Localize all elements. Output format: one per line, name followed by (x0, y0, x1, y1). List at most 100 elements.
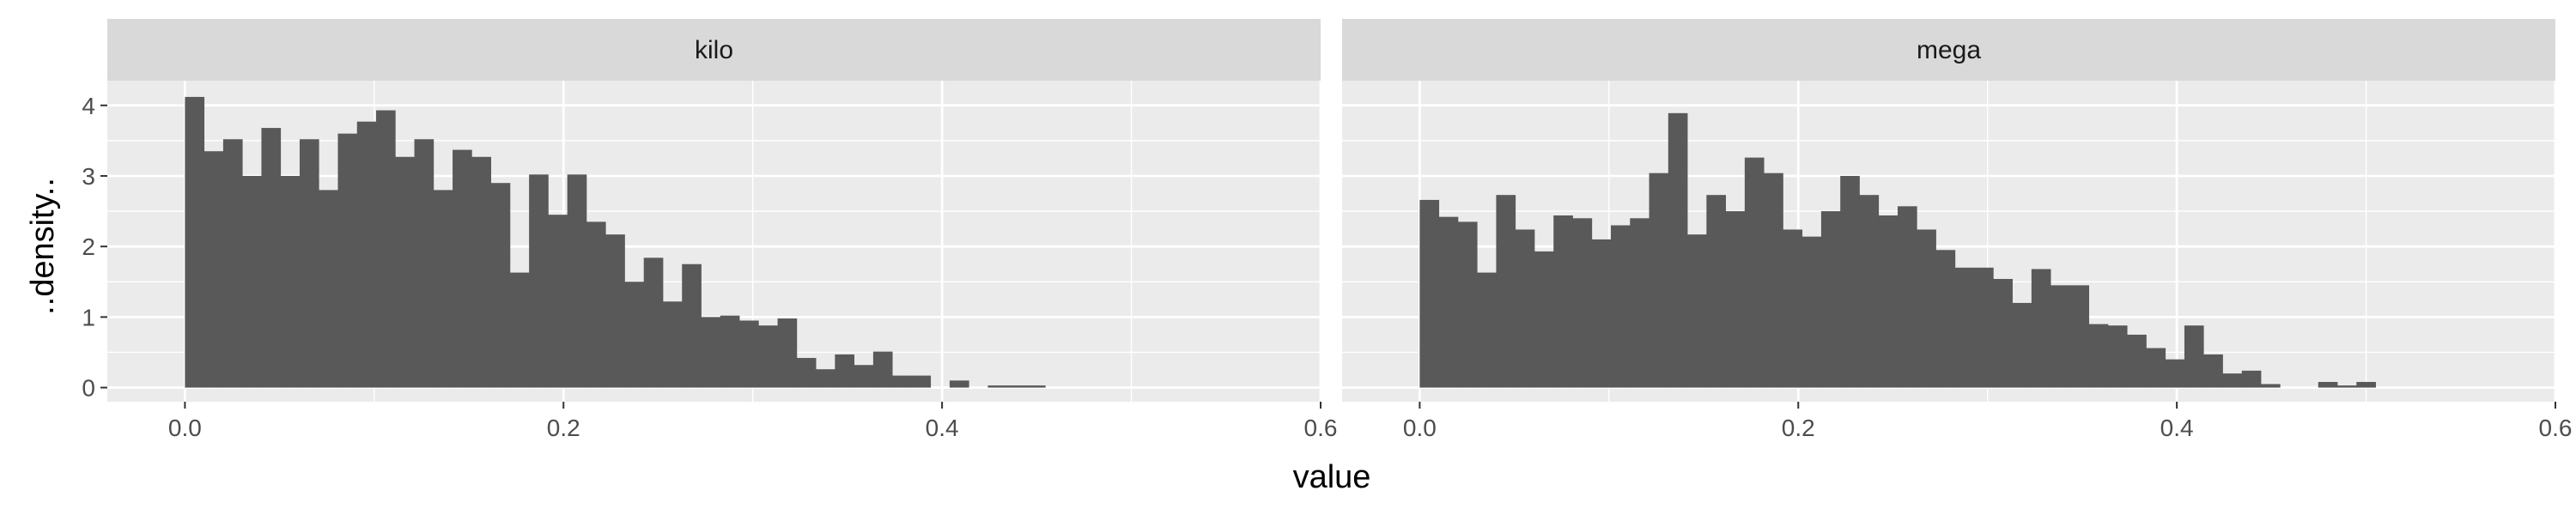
histogram-bar (682, 264, 702, 388)
histogram-bar (2222, 373, 2243, 388)
histogram-bar (872, 351, 893, 388)
histogram-bar (280, 175, 301, 388)
histogram-bar (1457, 221, 1478, 388)
histogram-bar (2050, 285, 2070, 388)
histogram-bar (1878, 215, 1899, 388)
histogram-bar (222, 139, 243, 388)
histogram-bar (2031, 269, 2051, 388)
histogram-bar (2318, 381, 2338, 388)
histogram-bar (185, 96, 205, 388)
histogram-bar (490, 183, 511, 388)
histogram-bar (395, 156, 415, 388)
histogram-bar (2184, 325, 2204, 388)
histogram-bar (1954, 267, 1975, 388)
histogram-bar (701, 317, 721, 388)
histogram-bar (1917, 229, 1936, 388)
histogram-bar (1897, 206, 1917, 388)
histogram-bar (2203, 354, 2223, 388)
histogram-bar (1419, 199, 1440, 388)
histogram-bar (624, 282, 645, 388)
histogram-bar (356, 121, 377, 388)
histogram-bar (1591, 239, 1612, 388)
histogram-bar (261, 128, 282, 388)
histogram-bar (816, 369, 835, 388)
facet-strip (1342, 19, 2555, 81)
histogram-bar (319, 190, 338, 388)
panel-kilo: kilo 0.0 0.2 0.4 0.6 0 1 2 3 4 (82, 19, 1337, 441)
histogram-bar (720, 315, 740, 388)
histogram-bar (586, 221, 606, 388)
histogram-bar (1026, 385, 1046, 388)
histogram-bar (605, 234, 625, 388)
facet-strip-label: mega (1917, 36, 1981, 64)
histogram-bar (987, 385, 1008, 388)
x-tick-label: 0.2 (1782, 415, 1815, 441)
histogram-bar (337, 133, 358, 388)
histogram-bar (567, 174, 587, 388)
y-tick-label: 2 (82, 233, 95, 260)
histogram-bar (471, 156, 492, 388)
histogram-bar (1496, 195, 1516, 388)
x-tick-label: 0.0 (1403, 415, 1437, 441)
histogram-bar (758, 325, 778, 388)
y-tick-label: 3 (82, 163, 95, 190)
histogram-bar (1438, 216, 1459, 388)
histogram-bar (1974, 267, 1994, 388)
histogram-bar (1553, 215, 1573, 388)
histogram-bar (2127, 334, 2147, 388)
histogram-bar (414, 139, 434, 388)
histogram-bar (662, 301, 683, 388)
histogram-bar (643, 258, 664, 388)
histogram-bar (739, 320, 759, 388)
histogram-bar (2241, 370, 2262, 388)
histogram-bar (529, 174, 549, 388)
histogram-bar (433, 190, 453, 388)
y-tick-label: 1 (82, 304, 95, 330)
x-tick-label: 0.6 (1304, 415, 1338, 441)
histogram-bar (1764, 173, 1783, 388)
histogram-bar (777, 318, 798, 388)
histogram-bar (1477, 272, 1497, 388)
histogram-bar (1840, 175, 1860, 388)
histogram-bar (2069, 285, 2090, 388)
histogram-bar (1534, 251, 1554, 388)
histogram-bar (2146, 348, 2166, 388)
histogram-bar (1649, 173, 1669, 388)
y-axis-title: ..density.. (25, 178, 61, 315)
facet-strip-label: kilo (695, 36, 733, 64)
histogram-bar (2012, 302, 2032, 388)
histogram-bar (1935, 250, 1956, 388)
histogram-bar (1572, 218, 1593, 388)
histogram-bar (796, 358, 817, 388)
histogram-bar (1725, 211, 1746, 388)
histogram-bar (1820, 211, 1841, 388)
histogram-bar (1801, 236, 1822, 388)
histogram-bar (1706, 195, 1727, 388)
histogram-bar (242, 175, 262, 388)
x-tick-label: 0.4 (2160, 415, 2194, 441)
histogram-bar (1859, 195, 1880, 388)
x-axis-title: value (1293, 459, 1371, 495)
x-tick-label: 0.2 (547, 415, 580, 441)
facet-strip (107, 19, 1321, 81)
x-tick-label: 0.4 (926, 415, 959, 441)
panels-layer: kilo 0.0 0.2 0.4 0.6 0 1 2 3 4 mega 0.0 0.2 0.4 0.6 (82, 19, 2572, 441)
panel-mega: mega 0.0 0.2 0.4 0.6 (1342, 19, 2572, 441)
histogram-bar (1744, 157, 1765, 388)
histogram-bar (2107, 325, 2128, 388)
histogram-bar (1611, 225, 1631, 388)
histogram-bar (1993, 278, 2013, 388)
histogram-bar (204, 151, 224, 388)
histogram-bars (1419, 112, 2376, 388)
histogram-bar (548, 215, 568, 388)
histogram-bar (2356, 381, 2376, 388)
histogram-bar (835, 354, 855, 388)
x-tick-label: 0.0 (168, 415, 202, 441)
histogram-bar (2261, 384, 2281, 388)
histogram-bar (299, 139, 319, 388)
histogram-bar (892, 375, 912, 388)
histogram-bar (376, 110, 396, 388)
histogram-bar (2337, 385, 2357, 388)
histogram-bar (2088, 324, 2109, 388)
